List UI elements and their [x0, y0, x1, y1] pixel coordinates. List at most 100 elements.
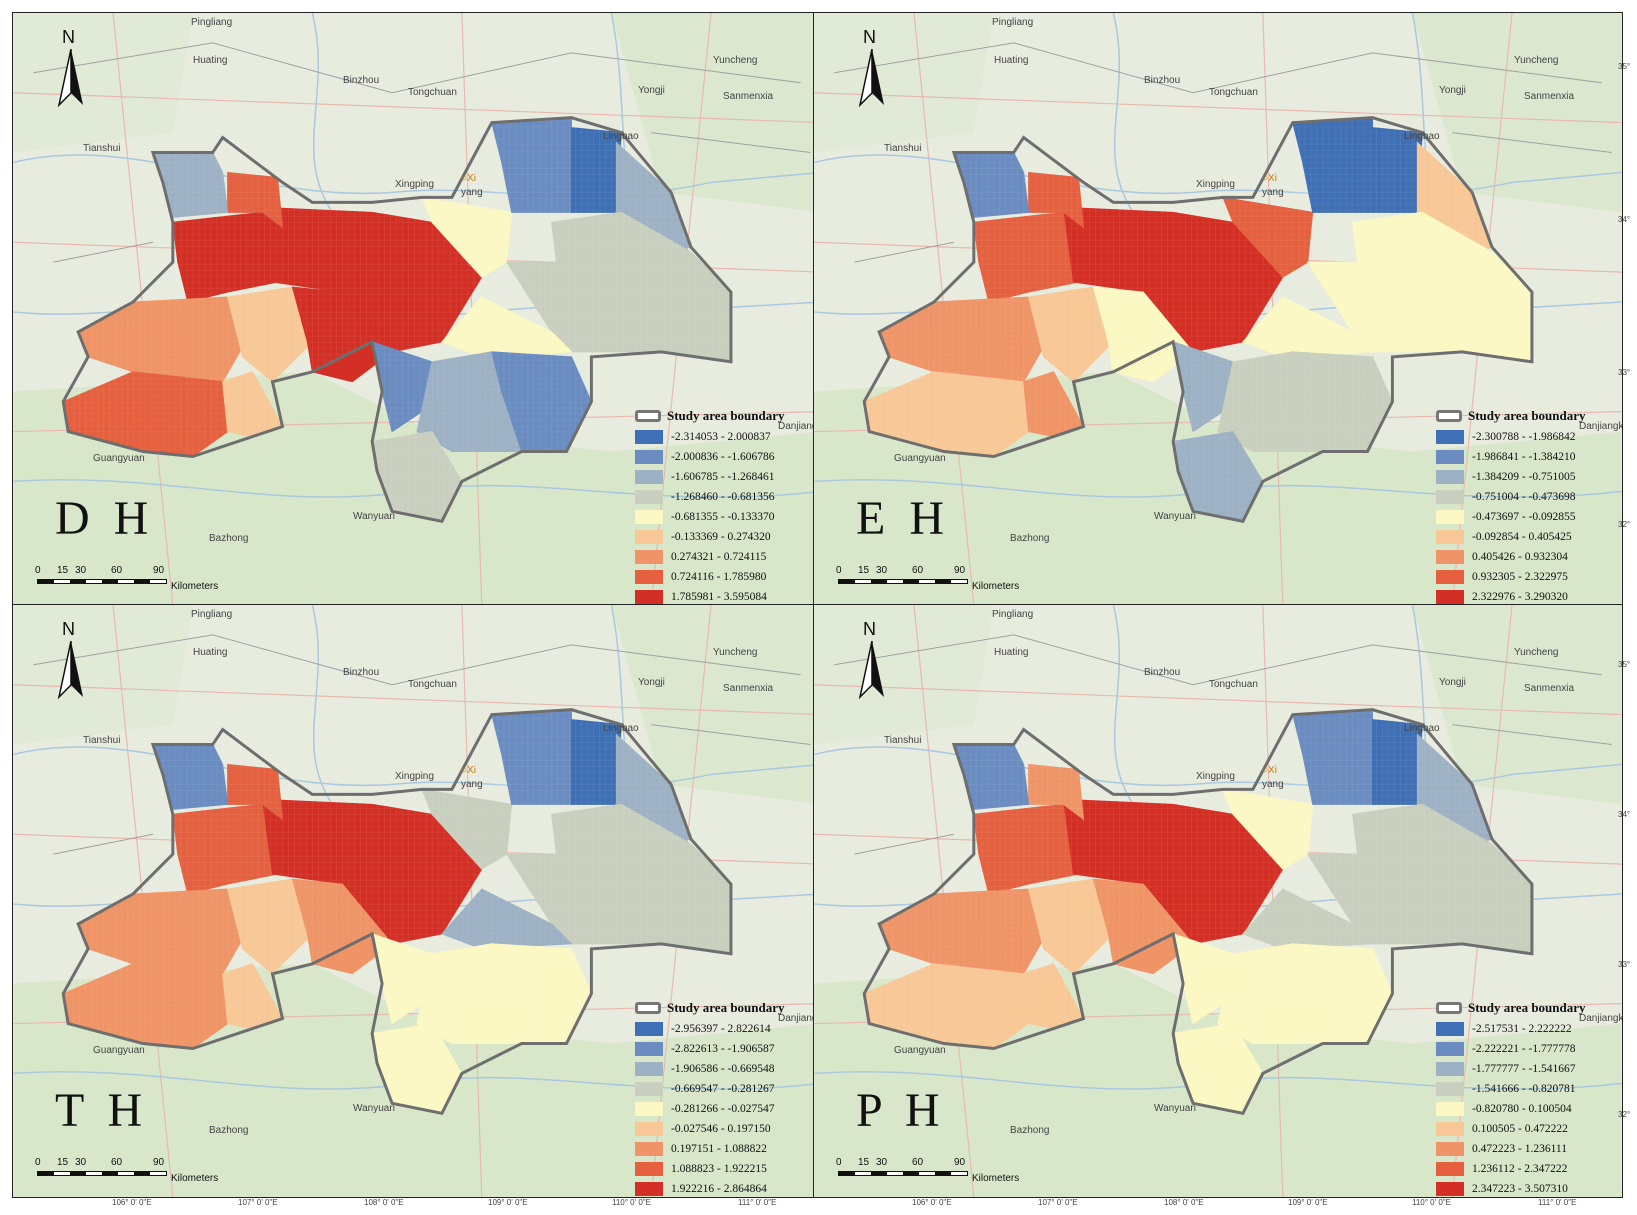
scale-tick-label: 30 [876, 565, 888, 576]
legend-title: Study area boundary [1436, 405, 1616, 427]
place-label-huating: Huating [994, 647, 1029, 658]
lon-label-107-right: 107° 0' 0"E [1038, 1198, 1078, 1207]
legend-swatch [1436, 1062, 1464, 1076]
basemap-boundary-0 [33, 634, 801, 686]
north-label: N [863, 619, 876, 639]
place-label-guangyuan: Guangyuan [93, 1045, 145, 1056]
basemap-boundary-1 [53, 833, 153, 855]
place-label-huating: Huating [193, 55, 228, 66]
legend-class-label: -2.000836 - -1.606786 [671, 451, 775, 463]
legend: Study area boundary -2.300788 - -1.986842… [1436, 405, 1616, 605]
basemap-road-0 [13, 92, 821, 124]
legend-row: 1.785981 - 3.595084 [635, 587, 815, 605]
legend-row: 1.236112 - 2.347222 [1436, 1159, 1616, 1179]
legend-row: -0.473697 - -0.092855 [1436, 507, 1616, 527]
legend-row: 2.322976 - 3.290320 [1436, 587, 1616, 605]
place-label-xingping: Xingping [395, 771, 434, 782]
legend-swatch [635, 1102, 663, 1116]
place-label-tongchuan: Tongchuan [1209, 87, 1258, 98]
panel-label: E H [856, 492, 950, 545]
scale-tick-label: 60 [111, 565, 123, 576]
legend-swatch [635, 430, 663, 444]
legend-row: -0.133369 - 0.274320 [635, 527, 815, 547]
legend-row: 0.274321 - 0.724115 [635, 547, 815, 567]
map-panel-ph: N Pingliang Huating Binzhou Tongchuan Yunchen… [813, 604, 1623, 1198]
place-label-yuncheng: Yuncheng [1514, 647, 1559, 658]
place-label-sanmenxia: Sanmenxia [1524, 91, 1575, 102]
scale-tick-label: 15 [858, 1157, 870, 1168]
place-label-danjiangkou: Danjiangkou [1579, 1013, 1623, 1024]
legend-swatch [635, 1182, 663, 1196]
legend-class-label: -0.133369 - 0.274320 [671, 531, 771, 543]
legend-class-label: 0.932305 - 2.322975 [1472, 571, 1568, 583]
legend: Study area boundary -2.517531 - 2.222222 -… [1436, 997, 1616, 1197]
lat-label-34-bottom: 34° [1618, 810, 1631, 819]
place-label-xi: ○Xi [1262, 765, 1277, 776]
place-label-huating: Huating [193, 647, 228, 658]
lon-label-111-left: 111° 0' 0"E [738, 1198, 777, 1207]
north-arrow-icon: N [51, 27, 91, 108]
legend-class-label: -1.606785 - -1.268461 [671, 471, 775, 483]
legend-row: -1.268460 - -0.681356 [635, 487, 815, 507]
lon-label-111-right: 111° 0' 0"E [1538, 1198, 1577, 1207]
north-label: N [863, 27, 876, 47]
basemap-and-zones [814, 13, 1622, 605]
legend-swatch [1436, 430, 1464, 444]
map-panel-eh: N Pingliang Huating Binzhou Tongchuan Yunchen… [813, 12, 1623, 606]
legend-row: -2.956397 - 2.822614 [635, 1019, 815, 1039]
place-label-binzhou: Binzhou [343, 667, 380, 678]
place-label-tianshui: Tianshui [884, 143, 922, 154]
place-label-pingliang: Pingliang [992, 17, 1034, 28]
map-panel-dh: N Pingliang Huating Binzhou Tongchuan Yunchen… [12, 12, 822, 606]
basemap-and-zones [13, 13, 821, 605]
legend-swatch [1436, 1022, 1464, 1036]
north-label: N [62, 27, 75, 47]
place-label-lingbao: Lingbao [1404, 723, 1440, 734]
place-label-tongchuan: Tongchuan [408, 679, 457, 690]
scale-bar-graphic [838, 1171, 968, 1176]
legend-swatch [1436, 1102, 1464, 1116]
legend-row: 0.405426 - 0.932304 [1436, 547, 1616, 567]
place-label-binzhou: Binzhou [1144, 667, 1181, 678]
legend-class-label: -2.517531 - 2.222222 [1472, 1023, 1572, 1035]
legend-row: 0.197151 - 1.088822 [635, 1139, 815, 1159]
legend-class-label: 0.274321 - 0.724115 [671, 551, 767, 563]
scale-tick-label: 30 [75, 565, 87, 576]
north-arrow-icon: N [852, 27, 892, 108]
place-label-xingping: Xingping [1196, 179, 1235, 190]
scale-tick-label: 0 [35, 565, 41, 576]
study-area-outline [862, 708, 1534, 1115]
legend-class-label: -1.268460 - -0.681356 [671, 491, 775, 503]
panel-label: T H [55, 1084, 149, 1137]
legend-row: -2.222221 - -1.777778 [1436, 1039, 1616, 1059]
place-label-danjiangkou: Danjiangkou [778, 1013, 821, 1024]
place-label-yongji: Yongji [638, 677, 665, 688]
place-label-sanmenxia: Sanmenxia [723, 91, 774, 102]
place-label-bazhong: Bazhong [209, 1125, 249, 1136]
legend-class-label: 0.197151 - 1.088822 [671, 1143, 767, 1155]
place-label-wanyuan: Wanyuan [1154, 511, 1196, 522]
legend-swatch [635, 1022, 663, 1036]
basemap-terrain-3 [611, 13, 821, 213]
basemap-terrain-3 [611, 605, 821, 805]
lon-label-110-left: 110° 0' 0"E [612, 1198, 651, 1207]
legend-title: Study area boundary [635, 405, 815, 427]
scale-tick-label: 90 [954, 565, 966, 576]
place-label-pingliang: Pingliang [191, 609, 233, 620]
basemap-boundary-2 [1452, 724, 1612, 746]
boundary-swatch [1436, 1002, 1462, 1014]
basemap-and-zones [13, 605, 821, 1197]
legend-class-label: 0.100505 - 0.472222 [1472, 1123, 1568, 1135]
legend-class-label: -1.906586 - -0.669548 [671, 1063, 775, 1075]
legend: Study area boundary -2.314053 - 2.000837 -… [635, 405, 815, 605]
legend-row: -1.986841 - -1.384210 [1436, 447, 1616, 467]
legend-row: -1.906586 - -0.669548 [635, 1059, 815, 1079]
north-arrow-icon: N [51, 619, 91, 700]
basemap-boundary-1 [854, 833, 954, 855]
study-area-outline [61, 708, 733, 1115]
lat-label-35-bottom: 35° [1618, 660, 1631, 669]
place-label-danjiangkou: Danjiangkou [1579, 421, 1623, 432]
place-label-xi: ○Xi [1262, 173, 1277, 184]
basemap-road-0 [814, 92, 1622, 124]
basemap-terrain-2 [13, 13, 193, 153]
